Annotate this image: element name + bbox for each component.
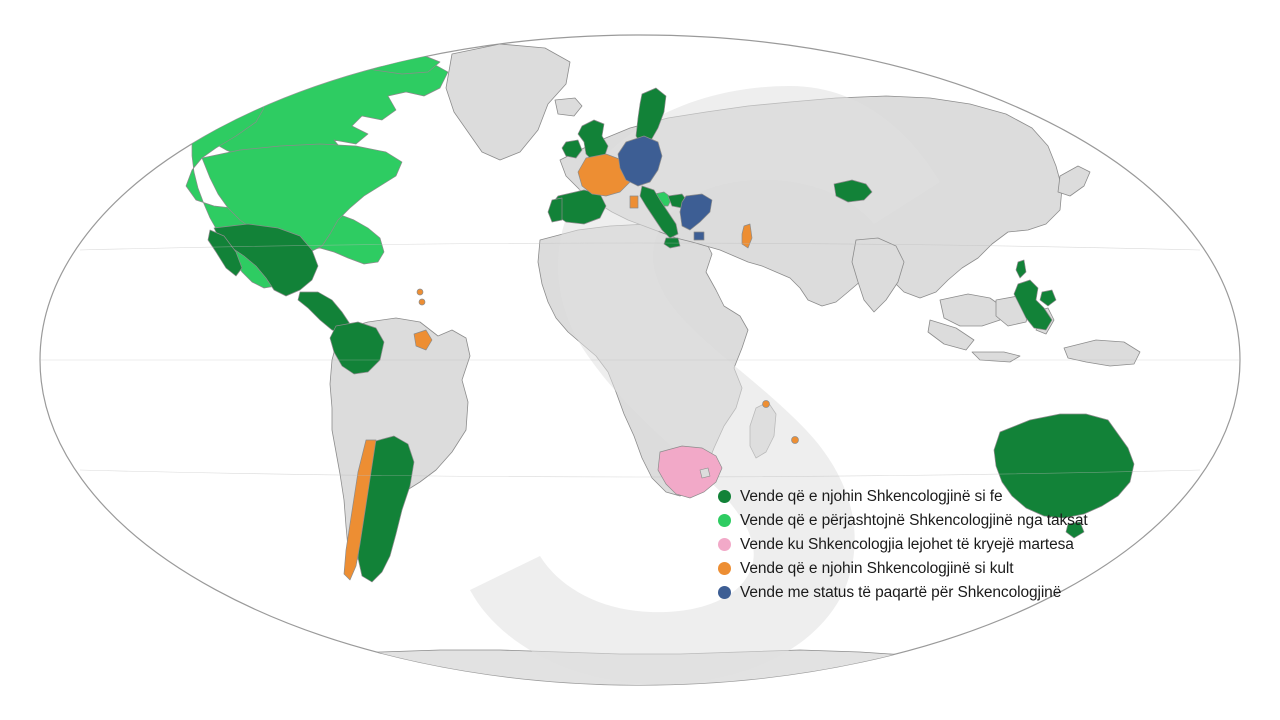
- land-japan: [1057, 165, 1091, 197]
- country-corsica: [629, 195, 639, 209]
- land-sumatra: [927, 319, 975, 351]
- land-india: [851, 237, 905, 313]
- country-martinique: [418, 298, 426, 306]
- land-java: [971, 351, 1021, 363]
- country-colombia: [329, 321, 385, 375]
- legend-label-religion: Vende që e njohin Shkencologjinë si fe: [740, 487, 1003, 505]
- legend-swatch-tax-exempt: [718, 513, 731, 527]
- legend-label-unclear: Vende me status të paqartë për Shkencolo…: [740, 583, 1062, 601]
- scientology-s-watermark: [470, 86, 940, 685]
- country-australia: [993, 413, 1135, 519]
- legend-item-cult: Vende që e njohin Shkencologjinë si kult: [718, 556, 1138, 580]
- land-new-guinea: [1063, 339, 1141, 367]
- countries-cult: [343, 153, 799, 581]
- map-legend: Vende që e njohin Shkencologjinë si fe V…: [718, 484, 1138, 604]
- legend-label-tax-exempt: Vende që e përjashtojnë Shkencologjinë n…: [740, 511, 1088, 529]
- countries-unclear: [617, 135, 713, 241]
- legend-swatch-marriage: [718, 537, 731, 551]
- country-taiwan: [1015, 259, 1027, 279]
- country-germany: [617, 135, 663, 187]
- country-philippines: [1013, 279, 1057, 331]
- legend-item-unclear: Vende me status të paqartë për Shkencolo…: [718, 580, 1138, 604]
- legend-swatch-religion: [718, 489, 731, 503]
- legend-item-marriage: Vende ku Shkencologjia lejohet të kryejë…: [718, 532, 1138, 556]
- land-indonesia: [939, 293, 1005, 327]
- country-tasmania: [1065, 521, 1085, 539]
- country-canada-arctic: [285, 51, 373, 73]
- country-mexico: [213, 223, 319, 297]
- country-ireland: [561, 139, 583, 159]
- country-baja-california: [207, 229, 243, 277]
- countries-religion: [207, 87, 1135, 583]
- country-reunion: [762, 400, 770, 408]
- graticule: [40, 242, 1240, 478]
- country-portugal: [547, 197, 563, 223]
- country-israel: [741, 223, 753, 249]
- land-iceland: [554, 97, 583, 117]
- country-france: [577, 153, 633, 197]
- country-guadeloupe: [416, 288, 424, 296]
- legend-swatch-cult: [718, 561, 731, 575]
- country-mayotte: [791, 436, 799, 444]
- country-kyrgyzstan: [833, 179, 873, 203]
- legend-item-tax-exempt: Vende që e përjashtojnë Shkencologjinë n…: [718, 508, 1138, 532]
- country-french-guiana: [413, 329, 433, 351]
- country-greece: [679, 193, 713, 241]
- land-greenland: [445, 43, 571, 161]
- country-italy: [639, 185, 679, 239]
- legend-item-religion: Vende që e njohin Shkencologjinë si fe: [718, 484, 1138, 508]
- country-chile: [343, 439, 377, 581]
- legend-label-marriage: Vende ku Shkencologjia lejohet të kryejë…: [740, 535, 1074, 553]
- legend-label-cult: Vende që e njohin Shkencologjinë si kult: [740, 559, 1014, 577]
- legend-swatch-unclear: [718, 585, 731, 599]
